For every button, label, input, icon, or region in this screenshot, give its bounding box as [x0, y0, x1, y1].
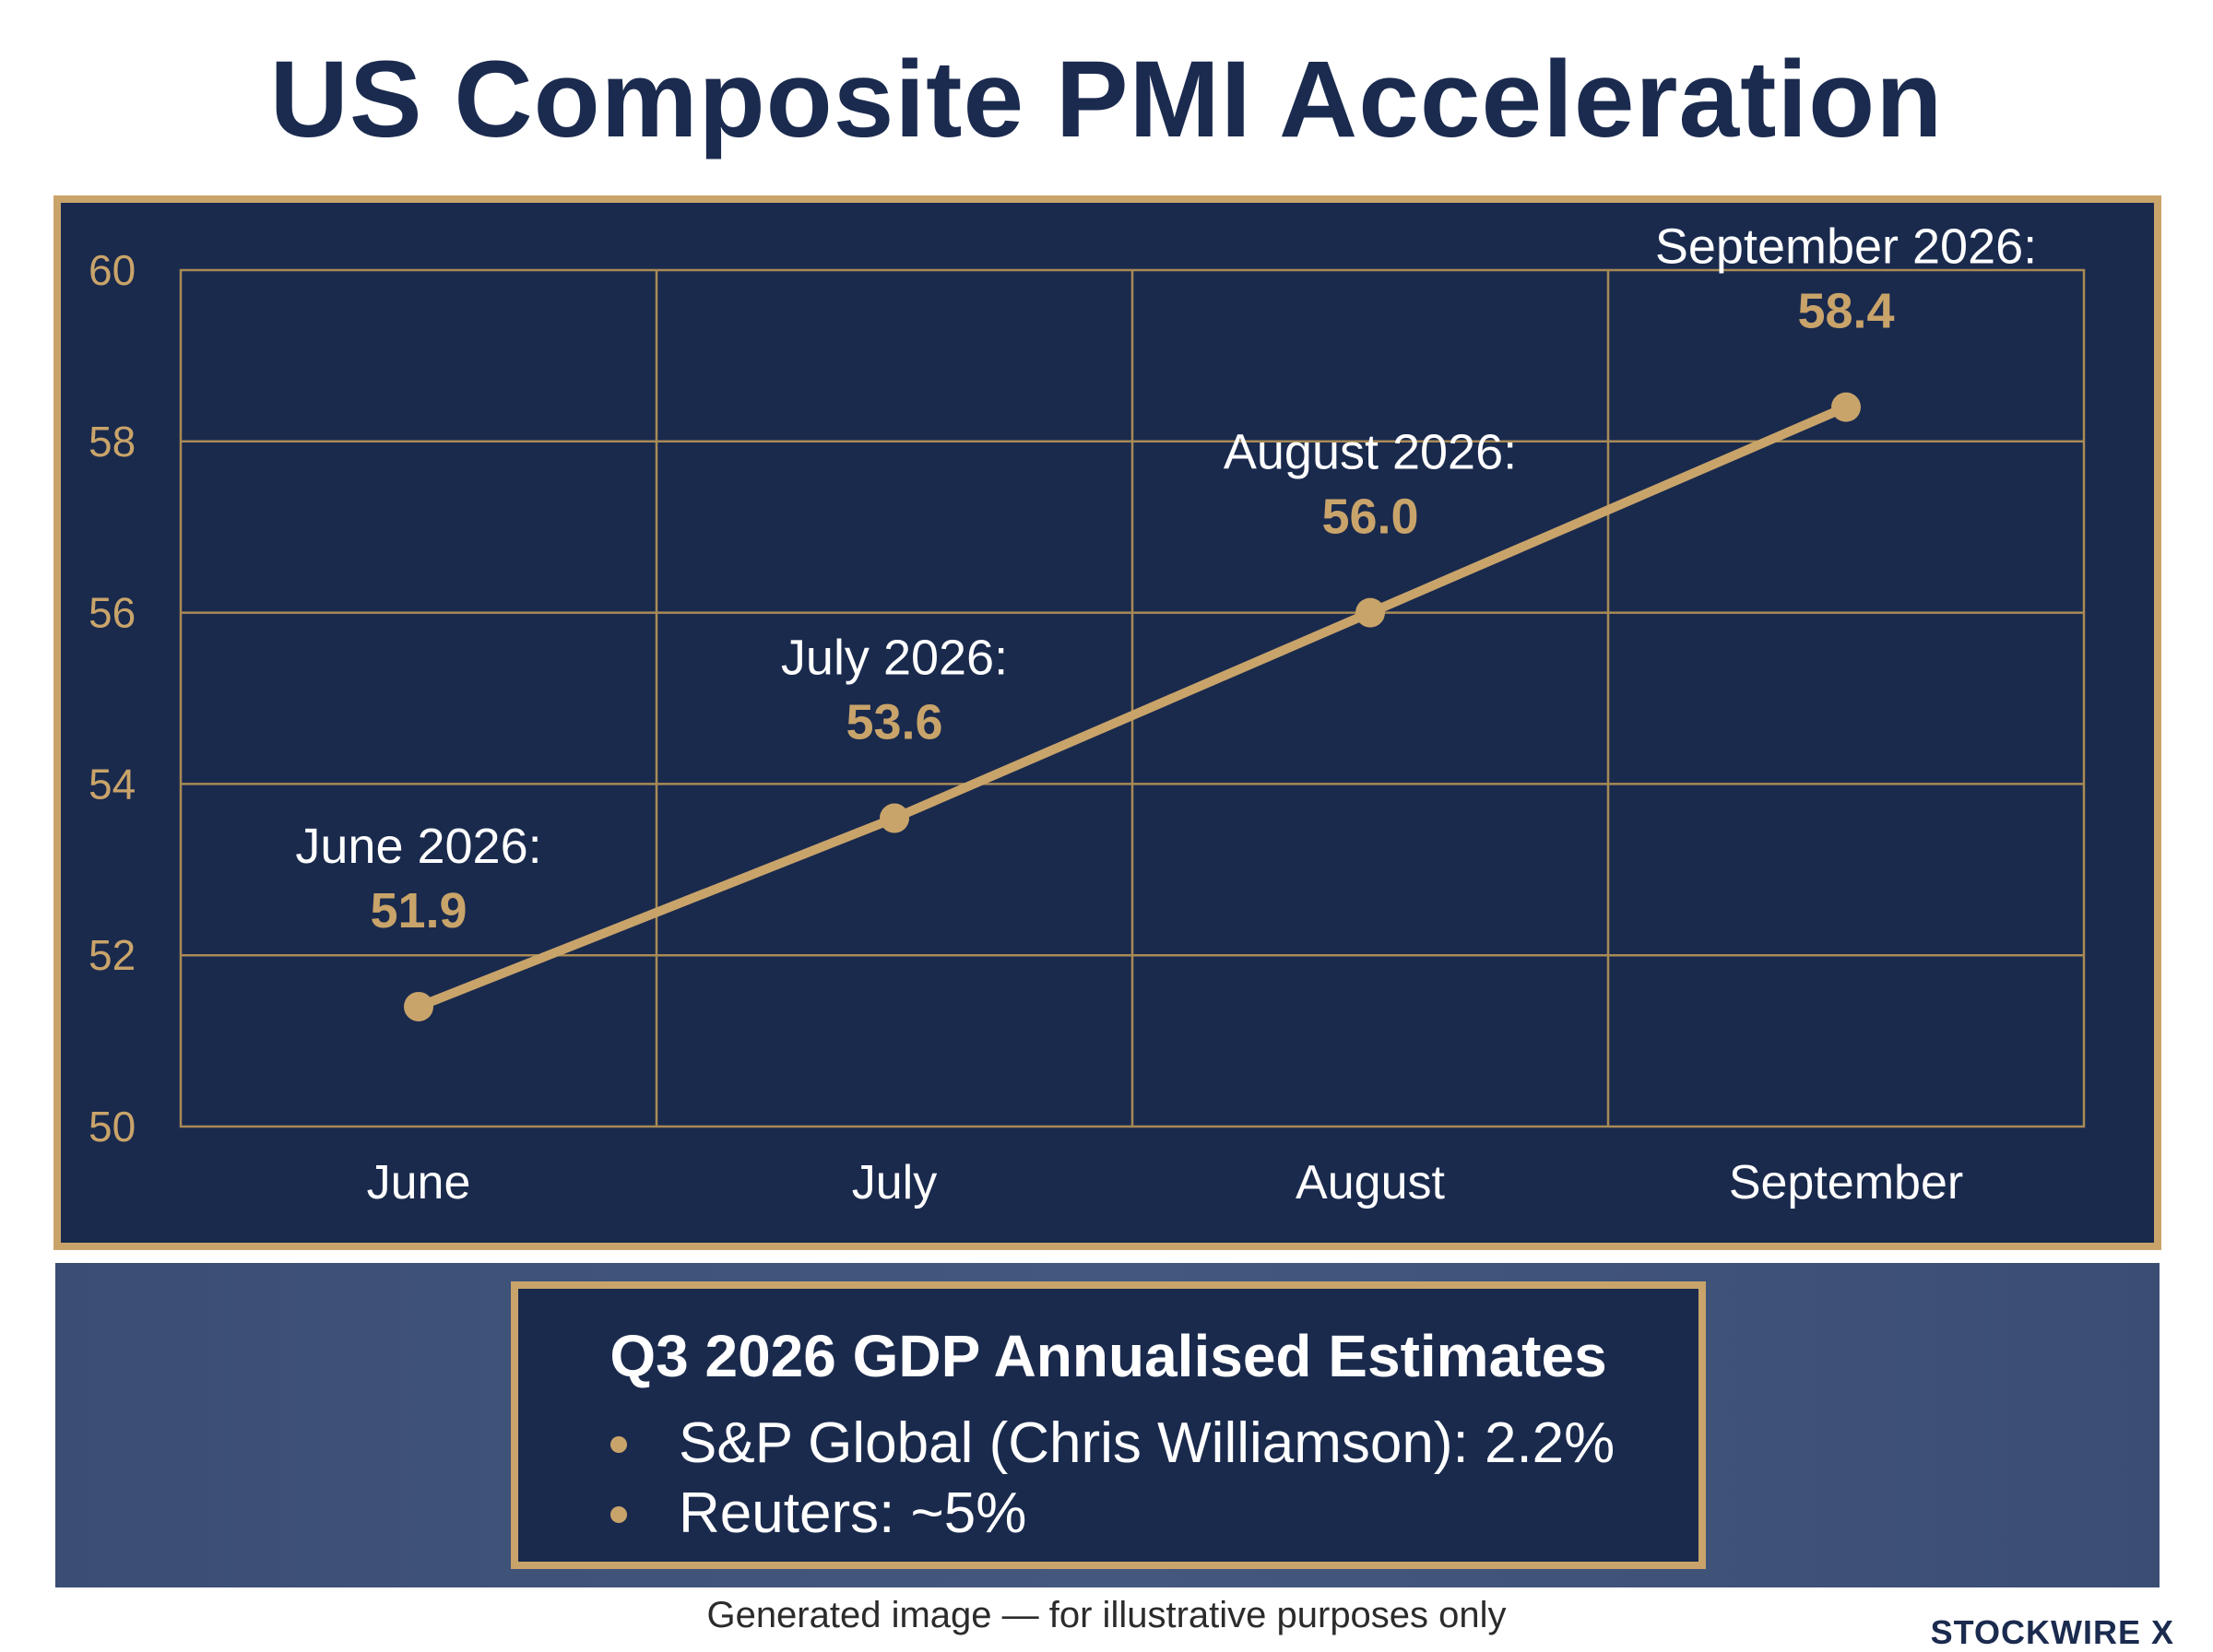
page-title: US Composite PMI Acceleration — [269, 39, 1944, 160]
gdp-item: Reuters: ~5% — [610, 1479, 1615, 1549]
y-tick-label: 50 — [89, 1103, 136, 1150]
data-label-value: 56.0 — [1321, 490, 1418, 545]
x-tick-label: September — [1729, 1156, 1963, 1210]
y-tick-label: 52 — [89, 931, 136, 979]
data-point — [1831, 392, 1861, 422]
bullet-icon — [610, 1436, 627, 1453]
data-point — [1355, 597, 1385, 628]
data-point — [404, 991, 433, 1021]
data-label-value: 58.4 — [1797, 284, 1894, 339]
data-label-value: 53.6 — [846, 695, 942, 750]
y-tick-label: 58 — [89, 418, 136, 466]
x-tick-label: August — [1296, 1156, 1445, 1210]
y-tick-label: 56 — [89, 589, 136, 637]
gdp-title: Q3 2026 GDP Annualised Estimates — [609, 1323, 1607, 1389]
data-label-date: July 2026: — [781, 631, 1008, 686]
gdp-item-text: Reuters: ~5% — [679, 1481, 1027, 1545]
data-label-date: August 2026: — [1224, 425, 1517, 480]
data-label-date: June 2026: — [295, 819, 541, 874]
bullet-icon — [610, 1506, 627, 1523]
disclaimer: Generated image — for illustrative purpo… — [706, 1595, 1507, 1635]
gdp-list: S&P Global (Chris Williamson): 2.2% Reut… — [610, 1409, 1615, 1549]
data-point — [880, 803, 909, 833]
x-tick-label: June — [367, 1156, 471, 1210]
series-line — [414, 402, 1851, 1011]
gdp-estimates-box: Q3 2026 GDP Annualised Estimates S&P Glo… — [511, 1281, 1706, 1569]
gdp-item: S&P Global (Chris Williamson): 2.2% — [610, 1409, 1615, 1479]
data-label-value: 51.9 — [370, 883, 467, 938]
x-tick-label: July — [852, 1156, 937, 1210]
data-label-date: September 2026: — [1655, 219, 2037, 275]
y-tick-label: 60 — [89, 246, 136, 294]
y-tick-label: 54 — [89, 760, 136, 808]
brand-logo: STOCKWIRE X — [1930, 1613, 2174, 1651]
gdp-item-text: S&P Global (Chris Williamson): 2.2% — [679, 1411, 1615, 1475]
